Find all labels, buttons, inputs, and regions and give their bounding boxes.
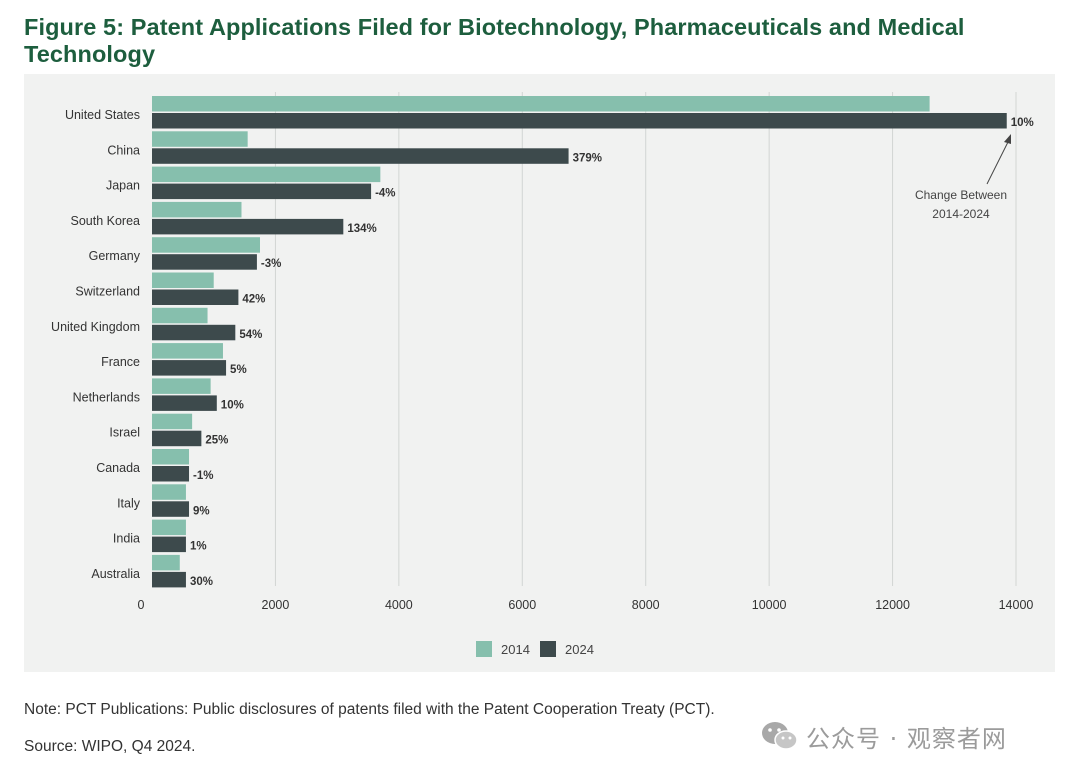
legend-label-2014: 2014 [501,642,530,657]
bar-2024 [152,324,236,341]
category-label: Germany [89,249,141,263]
x-tick-label: 10000 [752,598,787,612]
bar-2014 [152,201,242,218]
x-tick-label: 8000 [632,598,660,612]
change-label: 9% [193,505,210,517]
category-label: Canada [96,461,140,475]
category-label: Switzerland [75,285,140,299]
category-label: Japan [106,179,140,193]
x-tick-label: 0 [138,598,145,612]
bar-2014 [152,413,193,430]
bar-2014 [152,554,180,571]
legend-label-2024: 2024 [565,642,594,657]
change-label: 10% [221,399,244,411]
x-tick-label: 12000 [875,598,910,612]
change-label: 42% [242,294,265,306]
change-label: -3% [261,258,281,270]
bar-2014 [152,519,186,536]
change-label: 10% [1011,117,1034,129]
bar-2024 [152,466,190,482]
chart-note: Note: PCT Publications: Public disclosur… [24,701,715,718]
bar-2014 [152,96,930,112]
annotation-arrow-line [986,139,1010,185]
category-label: France [101,355,140,369]
change-label: 1% [190,541,207,553]
bar-2014 [152,343,223,359]
chart-source: Source: WIPO, Q4 2024. [24,738,196,755]
bar-2014 [152,272,214,288]
change-label: 30% [190,576,213,588]
bar-chart: 0 2000 4000 6000 8000 10000 12000 14000 United … [51,92,1034,657]
annotation-line2: 2014-2024 [932,207,990,221]
bar-2014 [152,484,186,500]
category-label: United Kingdom [51,320,140,334]
category-label: Australia [91,567,140,581]
bar-2024 [152,536,186,553]
bar-2014 [152,166,381,183]
x-tick-label: 6000 [508,598,536,612]
x-tick-label: 4000 [385,598,413,612]
bar-2024 [152,571,186,588]
change-label: -1% [193,470,213,482]
legend-swatch-2024 [540,641,556,657]
watermark: 公众号 · 观察者网 [760,716,1080,756]
bar-2014 [152,378,211,394]
bar-2024 [152,218,344,235]
legend-swatch-2014 [476,641,492,657]
annotation: Change Between 2014-2024 [915,134,1011,221]
annotation-line1: Change Between [915,188,1007,202]
bar-2014 [152,449,190,465]
bar-2014 [152,307,208,324]
bars [152,96,1007,588]
category-label: China [107,143,140,157]
labels: United States 10% China 379% Japan -4% South K… [51,108,1034,588]
x-tick-label: 14000 [999,598,1034,612]
annotation-arrow-head [1004,134,1011,144]
change-label: 5% [230,364,247,376]
wechat-logo-icon [762,722,798,750]
bar-2024 [152,501,190,517]
legend: 2014 2024 [476,641,594,657]
bar-2024 [152,148,569,164]
bar-2024 [152,254,257,270]
category-label: Italy [117,496,141,510]
bar-2014 [152,131,248,147]
category-label: Netherlands [73,390,140,404]
bar-2024 [152,430,202,447]
bar-2024 [152,360,227,376]
chart-title: Figure 5: Patent Applications Filed for … [24,14,965,67]
watermark-text: 公众号 · 观察者网 [806,724,1007,753]
bar-2014 [152,237,260,253]
bar-2024 [152,289,239,305]
chart-panel: 0 2000 4000 6000 8000 10000 12000 14000 United … [24,74,1055,672]
change-label: 379% [573,152,602,164]
category-label: Israel [109,426,140,440]
category-label: United States [65,108,140,122]
bar-2024 [152,113,1007,129]
change-label: -4% [375,188,395,200]
category-label: India [113,532,140,546]
bar-2024 [152,395,217,411]
bar-2024 [152,183,372,200]
change-label: 25% [205,435,228,447]
x-tick-label: 2000 [262,598,290,612]
change-label: 54% [239,329,262,341]
change-label: 134% [347,223,376,235]
grid-lines: 0 2000 4000 6000 8000 10000 12000 14000 [138,92,1034,612]
category-label: South Korea [71,214,141,228]
